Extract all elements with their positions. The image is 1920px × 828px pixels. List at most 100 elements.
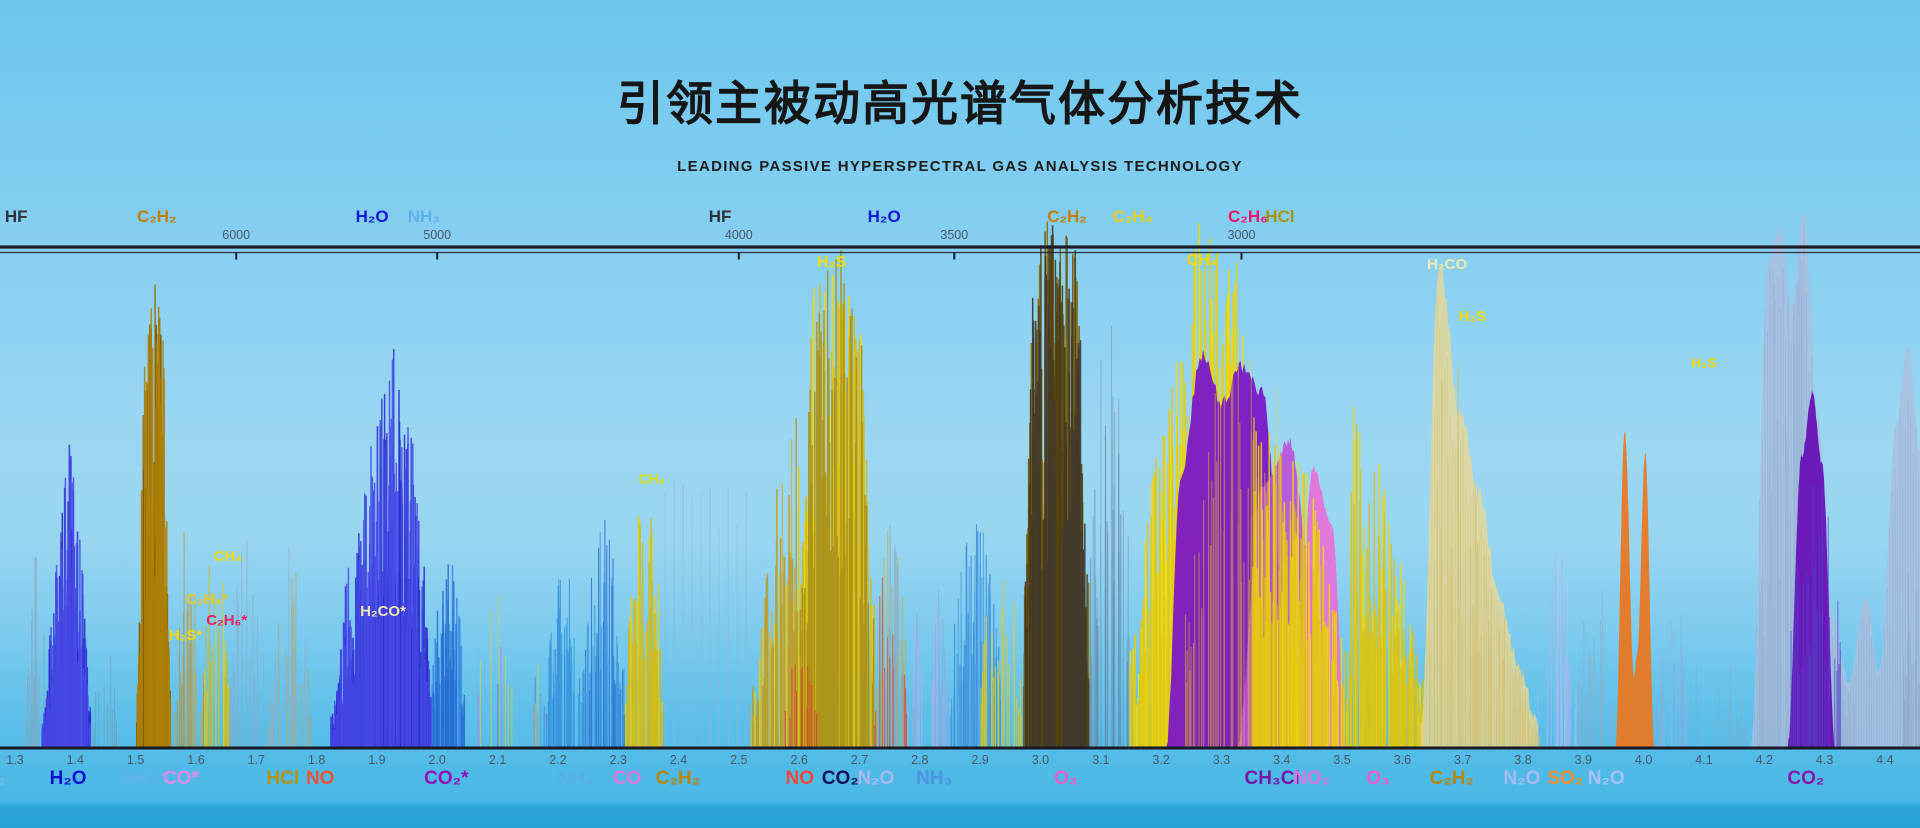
spectral-lines-N₂O [1537, 552, 1572, 748]
top-gas-label: NH₃ [408, 207, 440, 226]
inline-gas-label: H₂S [817, 254, 847, 271]
spectral-lines-N₂O [1658, 620, 1702, 748]
spectral-lines-H₂O [41, 444, 92, 748]
top-gas-label: C₂H₂ [1047, 207, 1087, 226]
bottom-gas-label: CO [613, 768, 642, 789]
spectral-lines-CO₂* [497, 677, 545, 748]
wavelength-tick-label: 3.1 [1092, 753, 1109, 767]
wavenumber-tick-label: 6000 [222, 228, 250, 242]
spectral-lines-band [1713, 665, 1747, 748]
wavelength-tick-label: 2.0 [429, 753, 446, 767]
wavelength-tick-label: 4.1 [1695, 753, 1712, 767]
wavelength-tick-label: 2.8 [911, 753, 928, 767]
bottom-gas-label: NH₃ [916, 768, 952, 789]
bottom-gas-label: NO [786, 768, 815, 789]
spectral-lines-CO [626, 517, 663, 748]
wavelength-tick-label: 3.4 [1273, 753, 1290, 767]
spectral-lines-C₂H₂ [136, 306, 172, 748]
bottom-gas-label: NH₃ [558, 768, 594, 789]
inline-gas-label: H₂S* [169, 627, 203, 644]
inline-gas-label: C₂H₄* [186, 591, 227, 608]
bottom-gas-label: SO₂ [1547, 768, 1583, 789]
bottom-gas-label: CO₂ [1787, 768, 1824, 789]
spectral-lines-CH₄ [205, 565, 230, 748]
spectral-lines-C₂H₂ [1350, 424, 1424, 748]
spectral-band-SO₂ [1615, 430, 1655, 748]
bottom-gas-label: HCl [266, 768, 299, 789]
bottom-gas-label: CO₂* [424, 768, 469, 789]
page-subtitle: LEADING PASSIVE HYPERSPECTRAL GAS ANALYS… [677, 158, 1243, 175]
spectral-lines-N₂O [912, 589, 950, 748]
inline-gas-label: CH₄ [213, 548, 242, 565]
spectral-lines-band [980, 581, 1022, 748]
wavenumber-tick-label: 3000 [1228, 228, 1256, 242]
spectral-lines-CO₂* [479, 595, 539, 748]
inline-gas-label: H₂CO [1427, 256, 1467, 273]
spectral-lines-band [1790, 516, 1841, 748]
spectral-lines-band [228, 540, 265, 748]
top-gas-label: HCl [1265, 207, 1294, 226]
bottom-axis-line [0, 746, 1920, 750]
wavelength-tick-label: 3.9 [1575, 753, 1592, 767]
wavenumber-tick-label: 3500 [940, 228, 968, 242]
spectral-lines-band [1902, 573, 1920, 748]
spectral-lines-band [582, 531, 625, 748]
spectral-lines-H₂S* [176, 531, 205, 748]
wavelength-tick-label: 4.2 [1756, 753, 1773, 767]
bottom-gas-label: NO [306, 768, 335, 789]
wavelength-tick-label: 2.3 [610, 753, 627, 767]
top-gas-label: HF [5, 207, 28, 226]
spectral-lines-band [874, 577, 908, 748]
top-gas-label: H₂O [356, 207, 389, 226]
inline-gas-label: C₂H₆* [206, 612, 247, 629]
bottom-gas-label: C₂H₂ [656, 768, 700, 789]
wavelength-tick-label: 1.9 [368, 753, 385, 767]
wavelength-tick-label: 2.2 [549, 753, 566, 767]
top-gas-label: C₂H₂ [137, 207, 177, 226]
bottom-gas-label: CO* [163, 768, 200, 789]
spectral-lines-C₂H₂ [1024, 225, 1087, 748]
spectral-lines-H₂S [799, 249, 875, 748]
wavelength-tick-label: 3.8 [1514, 753, 1531, 767]
wavelength-tick-label: 2.4 [670, 753, 687, 767]
wavelength-tick-label: 1.3 [6, 753, 23, 767]
spectral-lines-NO [784, 664, 818, 748]
top-gas-label: C₂H₄ [1113, 207, 1153, 226]
bottom-gas-label: C₂H₂ [1430, 768, 1474, 789]
inline-gas-label: CH₄ [639, 471, 666, 487]
wavelength-tick-label: 2.7 [851, 753, 868, 767]
top-axis-line-2 [0, 251, 1920, 254]
bottom-gas-label: O₃ [1054, 768, 1078, 789]
page-title: 引领主被动高光谱气体分析技术 [617, 77, 1303, 130]
inline-gas-label: H₂S [1691, 355, 1717, 371]
bottom-gas-label: O₃ [1366, 768, 1390, 789]
inline-gas-label: H₂S [1459, 308, 1487, 325]
spectral-lines-NH₃ [949, 532, 1001, 748]
top-gas-label: H₂O [868, 207, 901, 226]
bottom-gas-label: H₂O [50, 768, 87, 789]
spectral-lines-band [93, 655, 118, 748]
wavelength-tick-label: 3.0 [1032, 753, 1049, 767]
wavelength-tick-label: 3.7 [1454, 753, 1471, 767]
spectral-lines-band [432, 564, 466, 748]
top-gas-label: C₂H₆ [1228, 207, 1268, 226]
wavelength-tick-label: 3.2 [1152, 753, 1169, 767]
bottom-gas-label: N₂O [857, 768, 894, 789]
top-axis-line [0, 245, 1920, 249]
spectral-lines [664, 480, 747, 748]
wavelength-tick-label: 2.5 [730, 753, 747, 767]
spectral-lines-H₂S [1429, 364, 1541, 748]
spectral-lines-band [1578, 590, 1613, 748]
spectral-lines-NH₃ [546, 578, 581, 748]
spectral-lines-H₂CO* [330, 359, 432, 748]
wavelength-tick-label: 1.8 [308, 753, 325, 767]
spectral-lines-band [752, 418, 799, 748]
bottom-gas-label: N₂O [1588, 768, 1625, 789]
wavelength-tick-label: 2.9 [971, 753, 988, 767]
wavelength-tick-label: 4.4 [1876, 753, 1893, 767]
top-gas-label: HF [709, 207, 732, 226]
bottom-gas-label: NO₂ [1293, 768, 1330, 789]
spectral-lines-CO₂* [476, 647, 542, 748]
wavelength-tick-label: 1.5 [127, 753, 144, 767]
